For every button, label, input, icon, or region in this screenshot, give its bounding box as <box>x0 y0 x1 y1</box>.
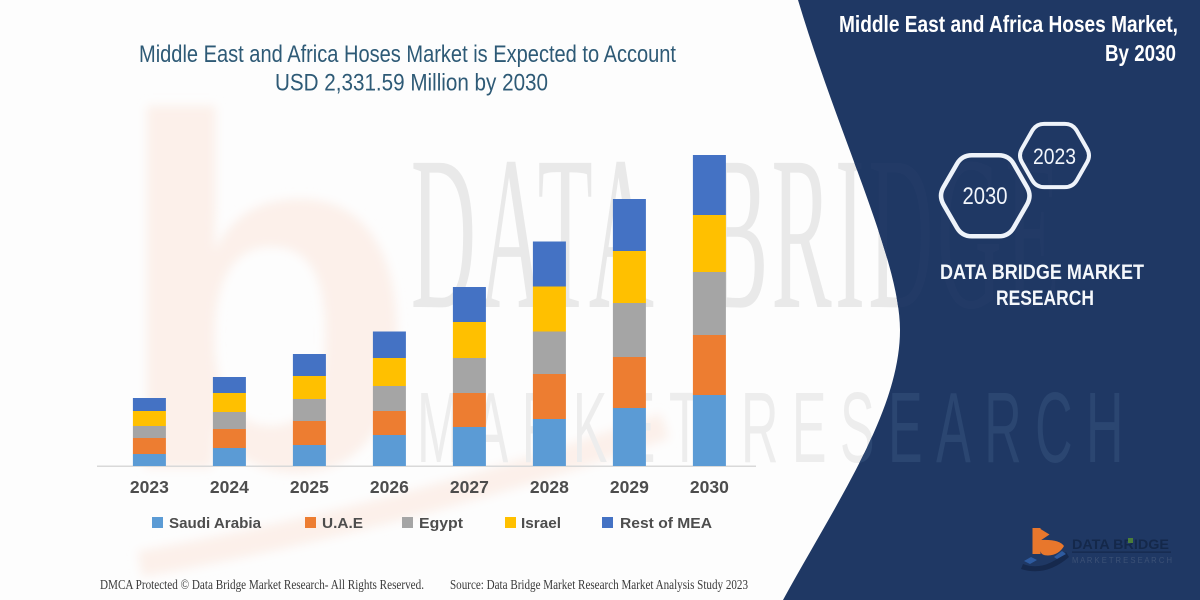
svg-text:Israel: Israel <box>521 515 561 532</box>
svg-text:M A R K E T R E S E A R C H: M A R K E T R E S E A R C H <box>1072 556 1172 565</box>
svg-text:2029: 2029 <box>610 477 649 497</box>
svg-text:Rest of MEA: Rest of MEA <box>620 515 712 532</box>
svg-text:b: b <box>112 15 417 574</box>
svg-text:2025: 2025 <box>290 477 329 497</box>
svg-text:By 2030: By 2030 <box>1105 40 1176 66</box>
svg-text:2027: 2027 <box>450 477 489 497</box>
svg-text:DATA BRIDGE MARKET: DATA BRIDGE MARKET <box>940 261 1144 284</box>
svg-text:2030: 2030 <box>963 183 1008 210</box>
svg-text:Source: Data Bridge Market Res: Source: Data Bridge Market Research Mark… <box>450 577 748 592</box>
svg-text:2023: 2023 <box>1033 144 1076 169</box>
svg-text:2024: 2024 <box>210 477 249 497</box>
svg-text:DMCA Protected © Data Bridge M: DMCA Protected © Data Bridge Market Rese… <box>100 577 424 592</box>
svg-text:Middle East and Africa Hoses M: Middle East and Africa Hoses Market is E… <box>139 41 676 68</box>
svg-text:Saudi Arabia: Saudi Arabia <box>169 515 262 532</box>
svg-text:2028: 2028 <box>530 477 569 497</box>
svg-text:RESEARCH: RESEARCH <box>996 287 1094 310</box>
svg-text:2023: 2023 <box>130 477 169 497</box>
svg-text:Egypt: Egypt <box>419 515 463 532</box>
svg-text:2030: 2030 <box>690 477 729 497</box>
svg-text:Middle East and Africa Hoses M: Middle East and Africa Hoses Market, <box>839 11 1178 37</box>
svg-text:USD 2,331.59 Million by 2030: USD 2,331.59 Million by 2030 <box>275 70 548 97</box>
svg-text:U.A.E: U.A.E <box>322 515 363 532</box>
svg-text:2026: 2026 <box>370 477 409 497</box>
svg-text:DATA BRIDGE: DATA BRIDGE <box>1072 536 1169 552</box>
